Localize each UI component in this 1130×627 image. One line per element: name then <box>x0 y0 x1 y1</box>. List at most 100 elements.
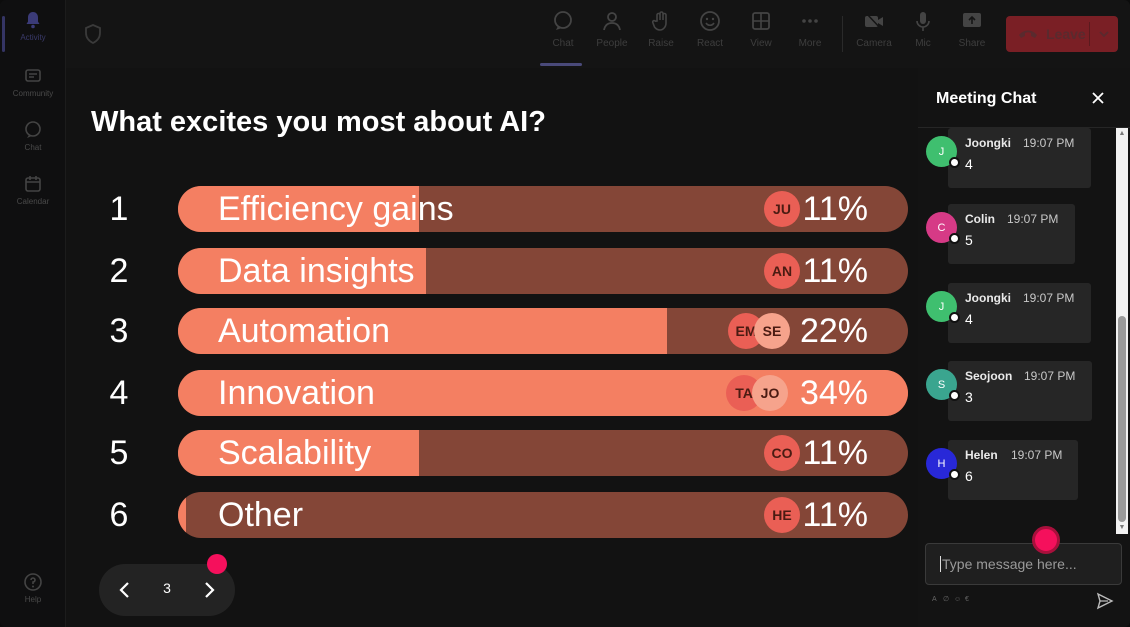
toolbar-button-label: More <box>798 38 822 49</box>
message-time: 19:07 PM <box>1007 212 1059 226</box>
option-number: 3 <box>109 312 129 350</box>
message-bubble: Colin 19:07 PM 5 <box>948 204 1075 264</box>
option-percent: 11% <box>802 252 868 290</box>
message-format-toolbar: A ∅ ☺ € <box>932 596 972 606</box>
avatar: S <box>926 369 960 401</box>
community-icon <box>25 69 41 82</box>
attach-icon[interactable]: ∅ <box>943 596 950 603</box>
presence-status-dot <box>949 469 960 480</box>
message-text: 4 <box>965 156 973 172</box>
message-text: 4 <box>965 311 973 327</box>
rail-item-chat[interactable]: Chat <box>0 120 66 170</box>
option-bar: Other HE 11% <box>178 492 908 538</box>
message-bubble: Joongki 19:07 PM 4 <box>948 283 1091 343</box>
bell-icon <box>26 12 40 29</box>
avatar: H <box>926 448 960 480</box>
option-label: Scalability <box>218 434 372 472</box>
emoji-icon[interactable]: ☺ <box>954 596 962 603</box>
rail-item-community[interactable]: Community <box>0 66 66 116</box>
chat-icon <box>25 121 41 138</box>
poll-option-row: 1 Efficiency gains JU 11% <box>66 186 918 232</box>
poll-pager: 3 <box>99 554 235 616</box>
toolbar-share-button[interactable]: Share <box>947 10 997 60</box>
more-icon <box>802 19 818 23</box>
presence-status-dot <box>949 233 960 244</box>
people-icon <box>603 12 621 31</box>
toolbar-button-label: Chat <box>552 38 574 49</box>
avatar-initial: S <box>937 378 946 391</box>
message-bubble: Seojoon 19:07 PM 3 <box>948 361 1092 421</box>
chevron-right-icon[interactable] <box>199 580 219 600</box>
rail-item-label: Chat <box>24 143 42 152</box>
text-caret <box>940 556 941 572</box>
leave-label: Leave <box>1046 26 1086 42</box>
message-time: 19:07 PM <box>1023 136 1075 150</box>
poll-option-row: 6 Other HE 11% <box>66 492 918 538</box>
option-percent: 11% <box>802 496 868 534</box>
toolbar-camera-button[interactable]: Camera <box>849 10 899 60</box>
text-format-icon[interactable]: A <box>932 596 937 603</box>
scroll-up-arrow-icon[interactable]: ▲ <box>1118 130 1126 137</box>
option-fill <box>178 308 668 354</box>
option-percent: 11% <box>802 434 868 472</box>
option-label: Automation <box>218 312 390 350</box>
option-number: 5 <box>109 434 129 472</box>
chat-icon <box>554 11 572 30</box>
send-icon[interactable] <box>1096 592 1114 610</box>
phone-hangup-icon <box>1019 30 1037 38</box>
poll-option-row: 2 Data insights AN 11% <box>66 248 918 294</box>
option-percent: 34% <box>799 374 868 412</box>
rail-item-label: Activity <box>20 33 46 42</box>
rail-item-activity[interactable]: Activity <box>0 10 66 60</box>
raise-hand-icon <box>651 11 667 31</box>
toolbar-button-label: React <box>696 38 724 49</box>
leave-divider <box>1089 22 1090 46</box>
toolbar-more-button[interactable]: More <box>785 10 835 60</box>
leave-button[interactable]: Leave <box>1006 16 1118 52</box>
chevron-left-icon[interactable] <box>115 580 135 600</box>
rail-item-label: Community <box>12 89 54 98</box>
message-author: Colin <box>965 212 995 226</box>
poll-option-row: 4 Innovation TA JO 34% <box>66 370 918 416</box>
toolbar-button-label: People <box>596 38 628 49</box>
toolbar-react-button[interactable]: React <box>685 10 735 60</box>
poll-results-stage: What excites you most about AI? 1 Effici… <box>66 68 918 627</box>
chat-message-input[interactable]: Type message here... <box>925 543 1122 585</box>
avatar-initial: J <box>938 300 945 313</box>
toolbar-people-button[interactable]: People <box>587 10 637 60</box>
chat-scrollbar[interactable]: ▲ ▼ <box>1116 128 1128 534</box>
smiley-icon <box>700 11 720 31</box>
gif-icon[interactable]: € <box>965 596 969 603</box>
voter-avatar: SE <box>754 313 790 349</box>
message-bubble: Helen 19:07 PM 6 <box>948 440 1078 500</box>
option-percent: 11% <box>802 190 868 228</box>
chat-header: Meeting Chat <box>918 68 1130 128</box>
avatar: J <box>926 291 960 323</box>
toolbar-raise-button[interactable]: Raise <box>636 10 686 60</box>
avatar-initial: J <box>938 145 945 158</box>
toolbar-button-label: Mic <box>915 38 931 49</box>
option-bar: Innovation TA JO 34% <box>178 370 908 416</box>
toolbar-mic-button[interactable]: Mic <box>898 10 948 60</box>
chevron-down-icon[interactable] <box>1098 28 1110 40</box>
message-text: 3 <box>965 389 973 405</box>
toolbar-view-button[interactable]: View <box>736 10 786 60</box>
scrollbar-thumb[interactable] <box>1118 316 1126 522</box>
option-fill <box>178 248 427 294</box>
help-icon <box>24 573 42 591</box>
scroll-down-arrow-icon[interactable]: ▼ <box>1118 524 1126 531</box>
chat-input-placeholder: Type message here... <box>942 556 1077 572</box>
option-label: Other <box>218 496 304 534</box>
toolbar-chat-button[interactable]: Chat <box>538 10 588 66</box>
message-bubble: Joongki 19:07 PM 4 <box>948 128 1091 188</box>
message-author: Seojoon <box>965 369 1013 383</box>
avatar-initial: C <box>937 221 946 234</box>
voter-avatar: AN <box>764 253 800 289</box>
meeting-chat-panel: Meeting Chat Joongki 19:07 PM 4 J Colin … <box>918 68 1130 627</box>
presence-status-dot <box>949 157 960 168</box>
rail-item-calendar[interactable]: Calendar <box>0 174 66 224</box>
voter-avatar: JU <box>764 191 800 227</box>
rail-item-help[interactable]: Help <box>0 572 66 622</box>
close-icon[interactable] <box>1090 90 1106 106</box>
